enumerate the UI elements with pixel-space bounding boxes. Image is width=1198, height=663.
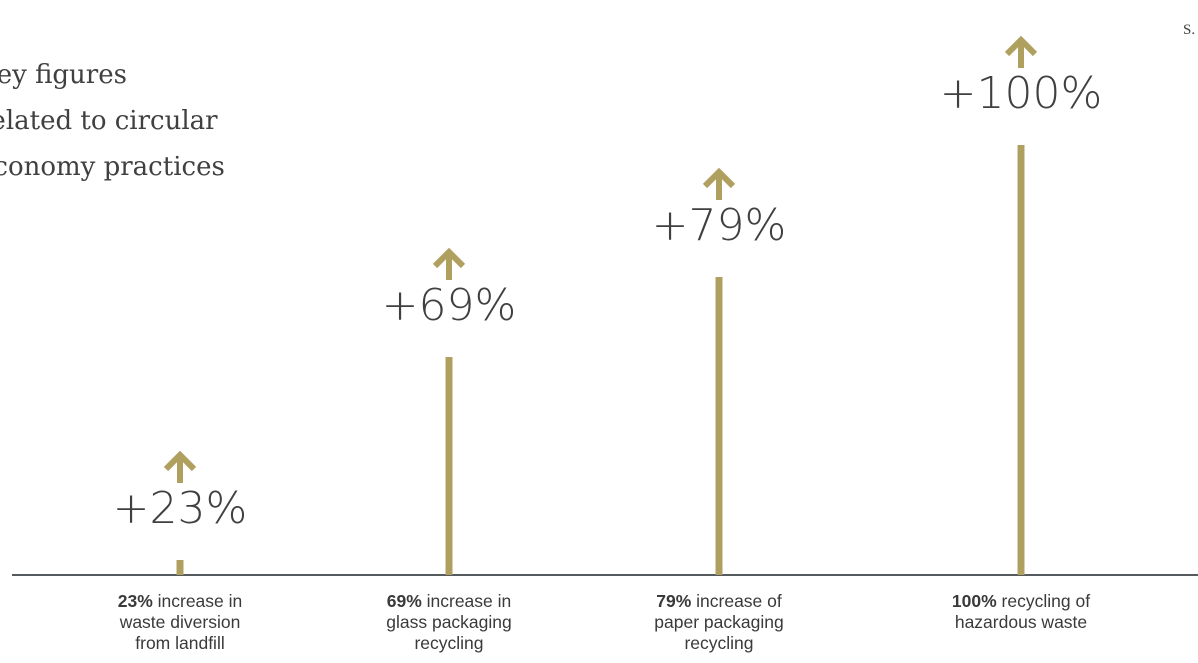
up-arrow-icon bbox=[163, 450, 197, 483]
up-arrow-icon bbox=[1004, 35, 1038, 68]
value-label-2: +69% bbox=[382, 280, 517, 331]
bar-stem-1 bbox=[176, 560, 184, 575]
category-label-4: 100% recycling of hazardous waste bbox=[951, 591, 1091, 632]
value-label-3: +79% bbox=[652, 200, 787, 251]
up-arrow-icon bbox=[702, 167, 736, 200]
bar-stem-3 bbox=[715, 277, 723, 575]
chart-title: Key figures related to circular economy … bbox=[0, 60, 225, 182]
corner-text: S. bbox=[1183, 22, 1196, 38]
bar-stem-4 bbox=[1017, 145, 1025, 575]
bar-stem-2 bbox=[445, 357, 453, 575]
category-label-1: 23% increase in waste diversion from landf… bbox=[117, 591, 243, 653]
value-label-4: +100% bbox=[940, 68, 1103, 119]
value-label-1: +23% bbox=[113, 483, 248, 534]
up-arrow-icon bbox=[432, 247, 466, 280]
category-label-3: 79% increase of paper packaging recycling bbox=[654, 591, 784, 653]
category-label-2: 69% increase in glass packaging recycling bbox=[386, 591, 512, 653]
